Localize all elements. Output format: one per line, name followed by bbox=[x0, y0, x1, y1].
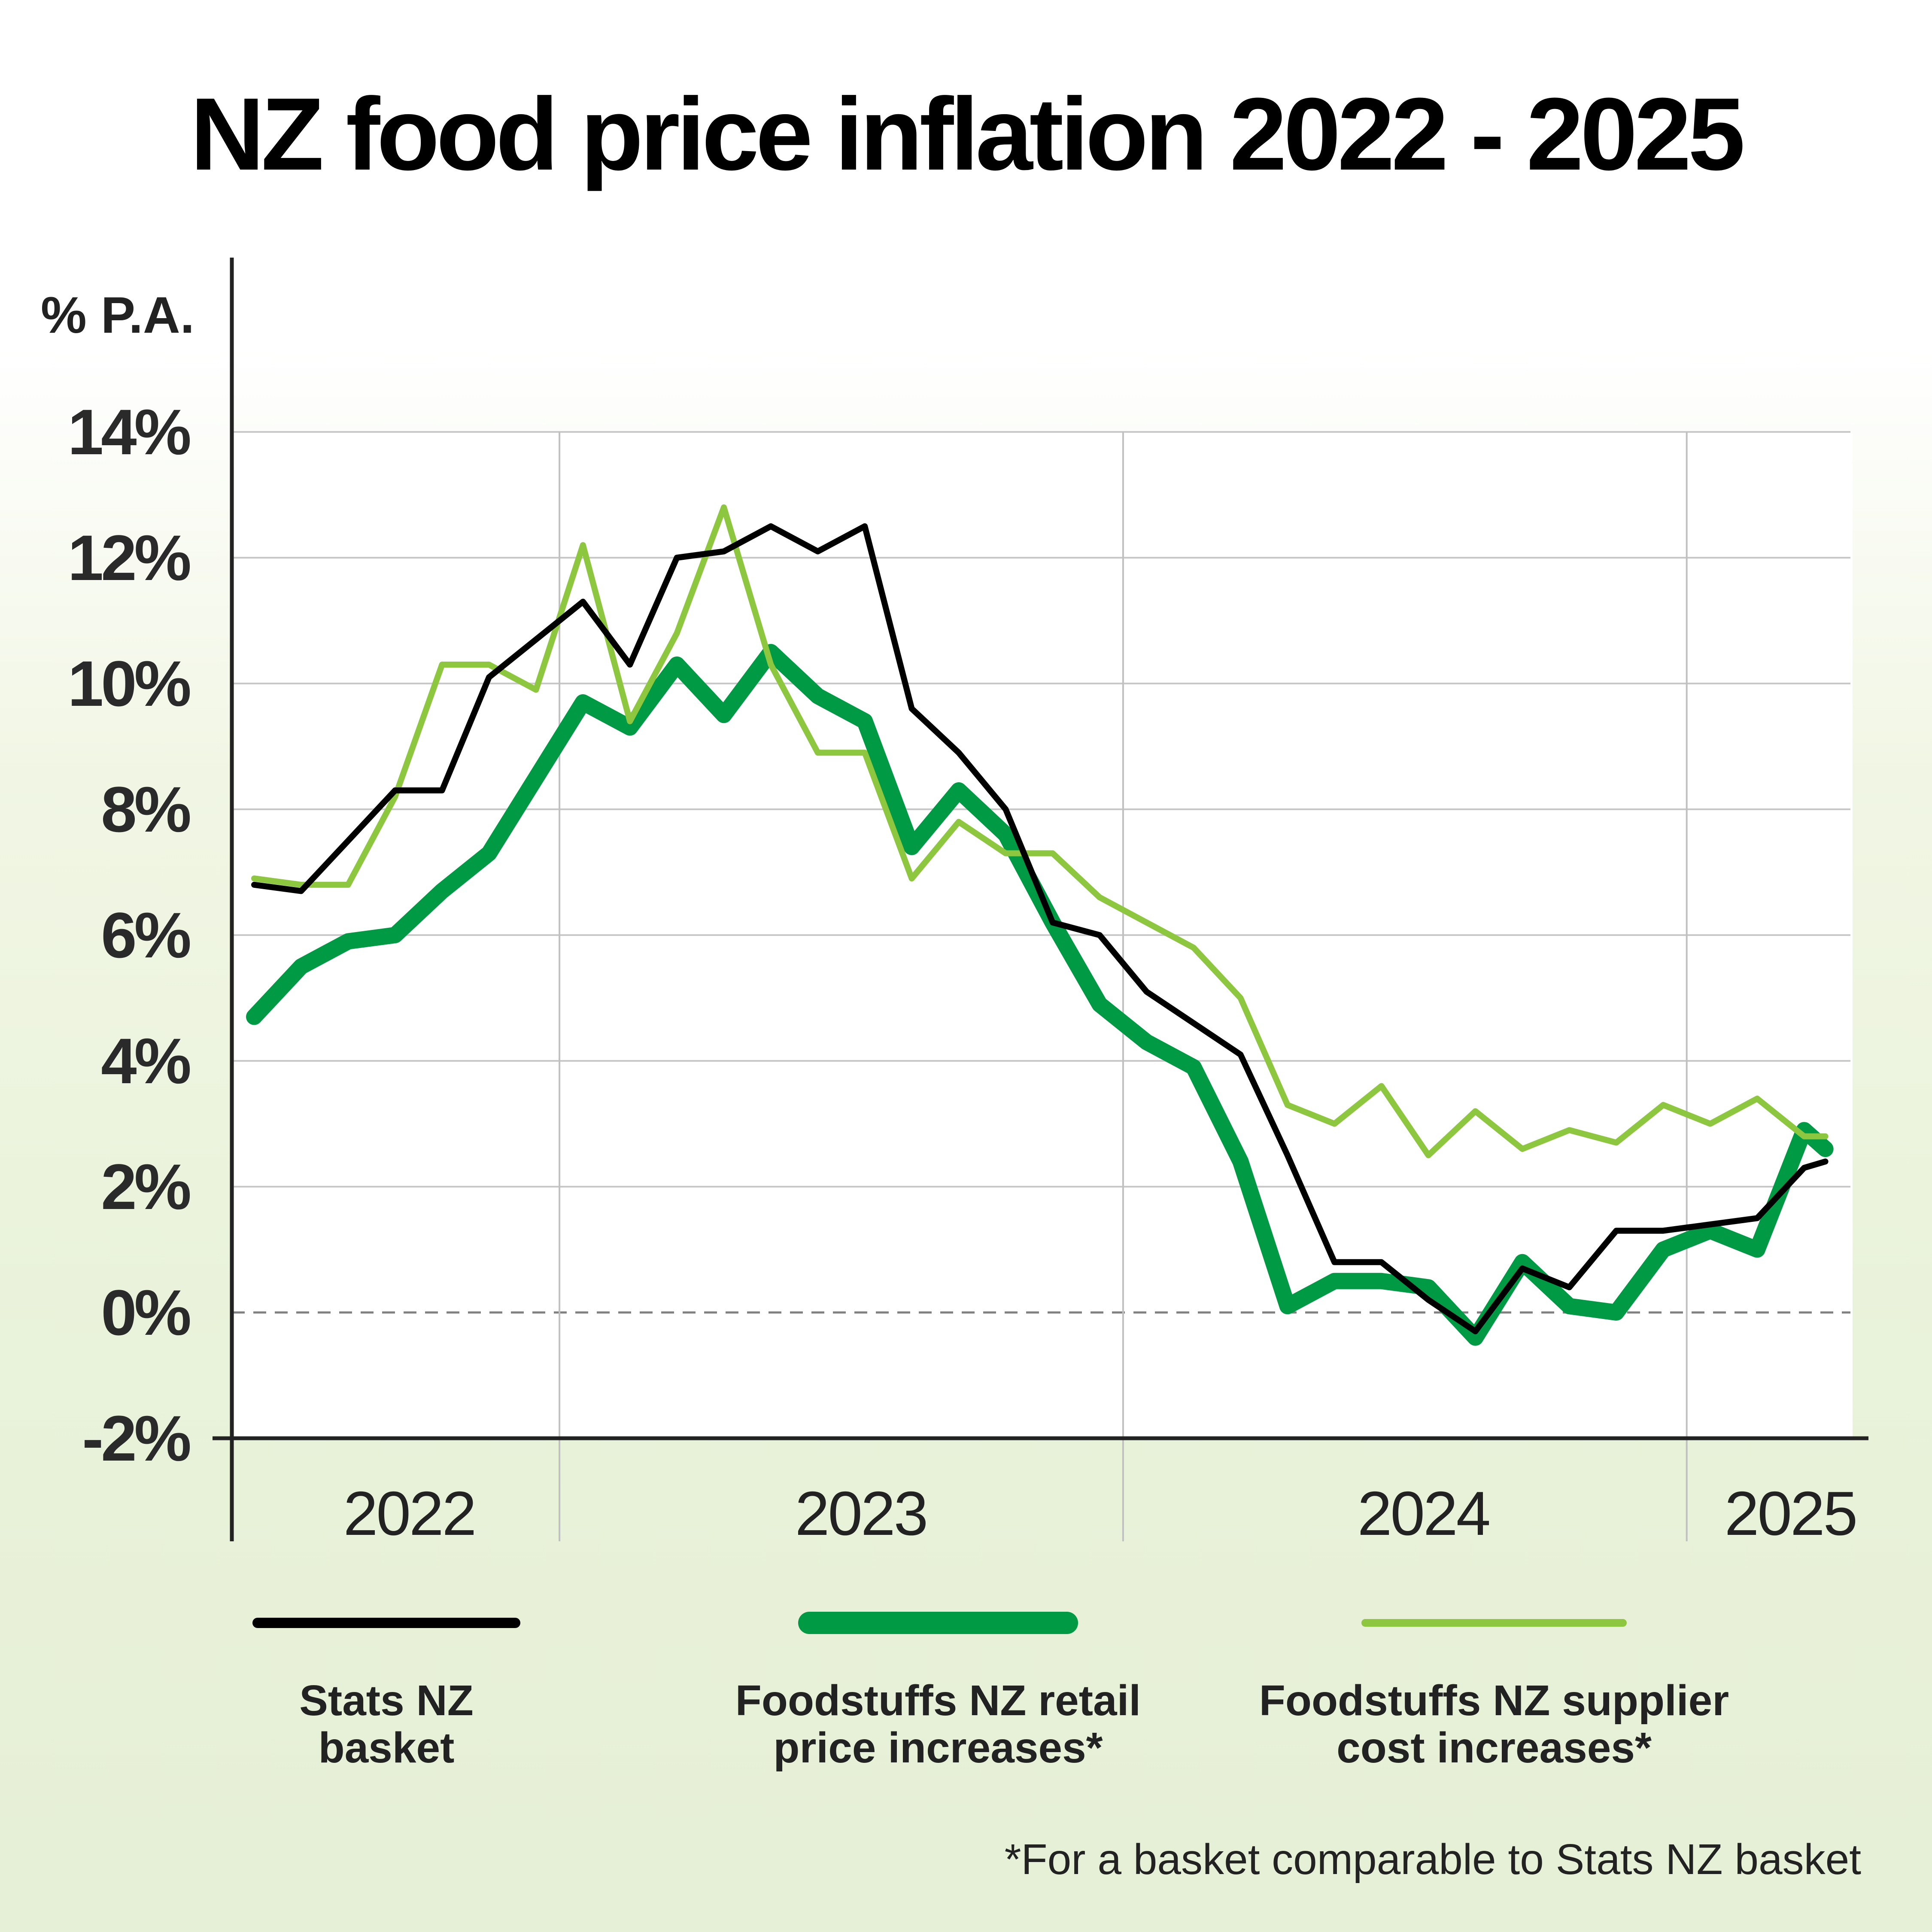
series-line-2 bbox=[251, 504, 1829, 1158]
chart-text: NZ food price inflation 2022 - 2025 % P.A… bbox=[41, 76, 1861, 1883]
x-tick-label: 2024 bbox=[1358, 1479, 1489, 1548]
footnote: *For a basket comparable to Stats NZ bas… bbox=[1005, 1835, 1862, 1883]
legend-label: Foodstuffs NZ retail bbox=[735, 1677, 1141, 1725]
legend-label: cost increases* bbox=[1337, 1724, 1652, 1772]
legend-label: Stats NZ bbox=[299, 1677, 474, 1725]
x-tick-label: 2023 bbox=[795, 1479, 927, 1548]
series-line-0 bbox=[251, 523, 1829, 1334]
legend-label: Foodstuffs NZ supplier bbox=[1259, 1677, 1729, 1725]
y-tick-label: 14% bbox=[68, 396, 190, 468]
y-tick-label: 0% bbox=[101, 1276, 190, 1349]
x-tick-label: 2022 bbox=[343, 1479, 475, 1548]
axes bbox=[213, 258, 1868, 1541]
y-tick-label: 8% bbox=[101, 773, 190, 845]
gridlines bbox=[232, 431, 1850, 1541]
y-axis-label: % P.A. bbox=[41, 286, 194, 344]
y-tick-label: 12% bbox=[68, 522, 190, 594]
y-tick-label: 2% bbox=[101, 1151, 190, 1223]
chart-title: NZ food price inflation 2022 - 2025 bbox=[190, 76, 1743, 191]
series-lines bbox=[246, 504, 1834, 1346]
x-tick-label: 2025 bbox=[1725, 1479, 1856, 1548]
y-tick-label: -2% bbox=[82, 1402, 190, 1474]
y-tick-label: 4% bbox=[101, 1025, 190, 1097]
y-tick-label: 10% bbox=[68, 647, 190, 720]
legend-label: price increases* bbox=[773, 1724, 1103, 1772]
legend-label: basket bbox=[319, 1724, 455, 1772]
y-tick-label: 6% bbox=[101, 899, 190, 971]
